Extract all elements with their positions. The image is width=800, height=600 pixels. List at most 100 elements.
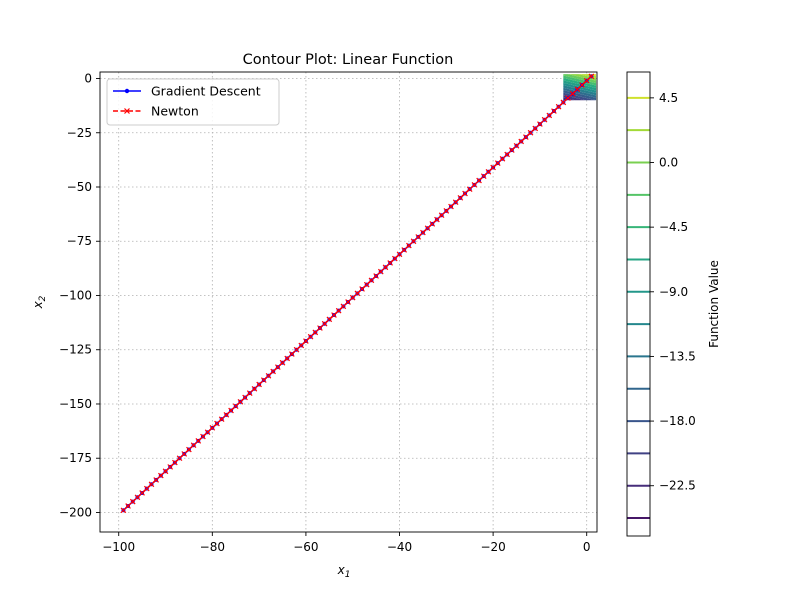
data-point — [504, 151, 510, 158]
colorbar-tick-label: −9.0 — [659, 285, 688, 299]
legend-item-1: Newton — [113, 104, 199, 119]
data-point — [120, 507, 127, 514]
data-point — [312, 329, 319, 336]
data-point — [480, 173, 487, 179]
y-tick-label: −50 — [67, 180, 92, 194]
data-point — [237, 398, 244, 405]
data-point — [298, 342, 305, 349]
data-point — [284, 355, 291, 362]
data-point — [457, 195, 464, 201]
y-axis-label: x2 — [31, 295, 48, 309]
x-tick-label: −40 — [387, 540, 412, 554]
data-point — [265, 372, 272, 379]
x-axis-ticks: −100 −80 −60 −40 −20 0 — [102, 532, 591, 554]
data-point — [387, 260, 393, 266]
y-tick-label: −125 — [59, 343, 92, 357]
data-point — [326, 316, 333, 323]
colorbar-tick-label: 4.5 — [659, 91, 678, 105]
data-point — [200, 433, 206, 440]
data-point — [574, 86, 581, 93]
data-point — [523, 134, 529, 140]
y-tick-label: −25 — [67, 126, 92, 140]
colorbar-tick-label: 0.0 — [659, 156, 678, 170]
data-point — [565, 95, 571, 101]
series-layer — [120, 73, 595, 514]
data-point — [401, 247, 408, 253]
data-point — [186, 446, 192, 453]
data-point — [242, 394, 248, 401]
data-point — [340, 303, 347, 310]
contour-band — [563, 80, 597, 91]
data-point — [190, 442, 197, 449]
data-point — [279, 359, 286, 366]
data-point — [424, 225, 431, 232]
data-point — [176, 455, 183, 462]
legend-item-0: Gradient Descent — [113, 84, 261, 99]
colorbar-ticks: 4.5 0.0 −4.5 −9.0 −13.5 −18.0 −22.5 — [650, 91, 696, 493]
data-point — [490, 164, 496, 171]
data-point — [359, 286, 365, 292]
data-point — [251, 385, 258, 392]
data-point — [583, 77, 590, 84]
x-tick-label: 0 — [583, 540, 591, 554]
data-point — [321, 320, 328, 327]
data-point — [438, 212, 445, 219]
colorbar-tick-label: −13.5 — [659, 349, 696, 363]
legend: Gradient Descent Newton — [106, 78, 280, 126]
data-point — [396, 251, 403, 258]
data-point — [349, 294, 356, 301]
data-point — [429, 221, 436, 227]
data-point — [471, 182, 478, 188]
data-point — [293, 346, 300, 353]
data-point — [541, 116, 548, 123]
data-point — [167, 464, 174, 470]
data-point — [214, 420, 220, 427]
plot-frame — [99, 71, 598, 533]
data-point — [546, 112, 553, 119]
data-point — [377, 268, 384, 275]
colorbar-frame — [626, 71, 651, 537]
grid-lines — [100, 72, 597, 532]
data-point — [307, 333, 314, 340]
data-point — [275, 364, 281, 370]
colorbar-tick-label: −4.5 — [659, 220, 688, 234]
data-point — [270, 368, 276, 375]
legend-marker — [124, 108, 130, 114]
data-point — [228, 407, 234, 414]
data-point — [162, 468, 169, 475]
contour-band — [563, 85, 597, 96]
data-point — [204, 429, 211, 436]
x-tick-label: −20 — [480, 540, 505, 554]
data-point — [415, 234, 422, 240]
data-point — [172, 459, 178, 466]
data-point — [335, 307, 342, 314]
data-point — [499, 155, 506, 162]
colorbar-background — [627, 72, 650, 536]
chart-title: Contour Plot: Linear Function — [243, 52, 454, 68]
data-point — [560, 99, 567, 106]
data-point — [354, 290, 361, 297]
data-point — [256, 381, 262, 388]
data-point — [466, 186, 473, 192]
y-tick-label: 0 — [84, 72, 92, 86]
y-tick-label: −100 — [59, 288, 92, 302]
data-point — [331, 312, 337, 318]
legend-marker — [124, 88, 130, 94]
data-point — [476, 177, 482, 184]
data-point — [551, 108, 557, 114]
data-point — [363, 281, 370, 288]
data-point — [452, 199, 459, 206]
data-point — [143, 485, 150, 492]
data-point — [443, 208, 450, 214]
y-axis-ticks: 0 −25 −50 −75 −100 −125 −150 −175 −200 — [59, 72, 100, 519]
contour-band — [563, 87, 597, 98]
data-point — [181, 451, 188, 457]
data-point — [260, 377, 267, 383]
data-point — [527, 129, 534, 136]
y-tick-label: −200 — [59, 505, 92, 519]
data-point — [289, 351, 295, 357]
data-point — [448, 203, 454, 210]
data-point — [129, 498, 136, 505]
data-point — [382, 264, 389, 271]
data-point — [139, 490, 145, 496]
